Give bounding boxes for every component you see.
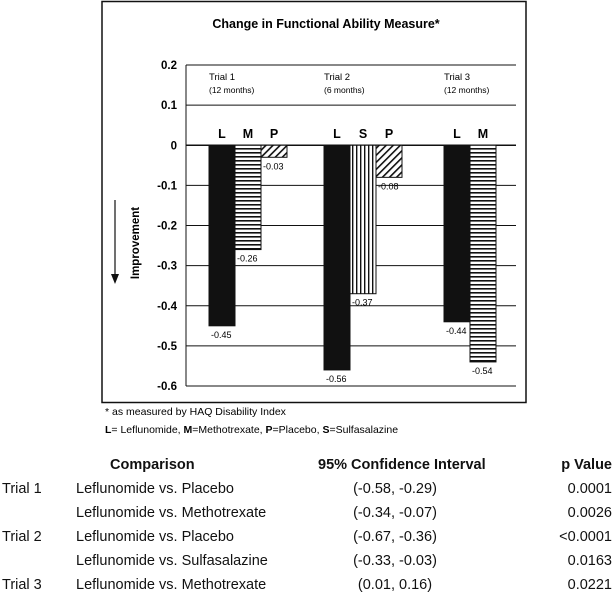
trial-duration: (12 months) bbox=[444, 85, 490, 95]
bar-trial-2-l bbox=[323, 144, 351, 371]
table-cell-ci: (-0.33, -0.03) bbox=[353, 553, 437, 569]
table-cell-p: 0.0001 bbox=[567, 481, 612, 497]
bar-value-label: -0.45 bbox=[211, 330, 232, 340]
bar-groups: Trial 1 (12 months) Trial 2 (6 months) Trial… bbox=[209, 72, 490, 95]
legend-entry: = Leflunomide, bbox=[111, 424, 183, 436]
table-cell-trial: Trial 2 bbox=[2, 529, 42, 545]
y-tick-label: 0.2 bbox=[161, 60, 177, 72]
header-confidence-interval: 95% Confidence Interval bbox=[318, 457, 486, 473]
trial-duration: (12 months) bbox=[209, 85, 255, 95]
bar-trial-2-p bbox=[375, 144, 403, 178]
bar-value-label: -0.54 bbox=[472, 366, 493, 376]
y-tick-label: 0 bbox=[171, 140, 177, 152]
y-axis-ticks: 0.2 0.1 0 -0.1 -0.2 -0.3 -0.4 -0.5 -0.6 bbox=[157, 60, 177, 393]
bar-trial-1-l bbox=[208, 144, 236, 327]
table-cell-comparison: Leflunomide vs. Placebo bbox=[76, 481, 234, 497]
table-cell-p: 0.0163 bbox=[567, 553, 612, 569]
table-cell-comparison: Leflunomide vs. Methotrexate bbox=[76, 505, 267, 521]
improvement-arrow-icon bbox=[111, 200, 119, 284]
bar-key-label: L bbox=[333, 127, 341, 141]
y-tick-label: 0.1 bbox=[161, 100, 178, 112]
bar-trial-3-l bbox=[443, 144, 471, 323]
bar-key-label: M bbox=[243, 127, 253, 141]
header-p-value: p Value bbox=[561, 457, 612, 473]
bar-value-label: -0.56 bbox=[326, 374, 347, 384]
header-comparison: Comparison bbox=[110, 457, 195, 473]
y-tick-label: -0.4 bbox=[157, 301, 177, 313]
legend: L= Leflunomide, M=Methotrexate, P=Placeb… bbox=[105, 424, 398, 436]
trial-duration: (6 months) bbox=[324, 85, 365, 95]
table-cell-p: 0.0221 bbox=[567, 577, 612, 593]
legend-entry: =Methotrexate, bbox=[192, 424, 265, 436]
y-axis-label: Improvement bbox=[130, 207, 142, 279]
chart-title: Change in Functional Ability Measure* bbox=[212, 17, 439, 31]
legend-key: L bbox=[105, 424, 112, 436]
bar-key-label: P bbox=[385, 127, 393, 141]
table-cell-trial: Trial 3 bbox=[2, 577, 42, 593]
bar-trial-1-m bbox=[234, 144, 262, 251]
table-cell-comparison: Leflunomide vs. Placebo bbox=[76, 529, 234, 545]
bar-value-label: -0.03 bbox=[263, 161, 284, 171]
table-cell-p: <0.0001 bbox=[559, 529, 612, 545]
legend-key: M bbox=[184, 424, 193, 436]
bar-key-label: L bbox=[218, 127, 226, 141]
footnote: * as measured by HAQ Disability Index bbox=[105, 406, 287, 418]
y-tick-label: -0.3 bbox=[157, 261, 177, 273]
bar-key-label: P bbox=[270, 127, 278, 141]
table-cell-ci: (-0.34, -0.07) bbox=[353, 505, 437, 521]
comparison-table: Comparison 95% Confidence Interval p Val… bbox=[0, 452, 616, 597]
table-cell-ci: (-0.67, -0.36) bbox=[353, 529, 437, 545]
bar-key-label: S bbox=[359, 127, 367, 141]
bar-trial-3-m bbox=[469, 144, 497, 363]
legend-entry: =Placebo, bbox=[273, 424, 323, 436]
bar-value-label: -0.26 bbox=[237, 254, 258, 264]
table-cell-comparison: Leflunomide vs. Methotrexate bbox=[76, 577, 267, 593]
bar-value-label: -0.44 bbox=[446, 326, 467, 336]
y-tick-label: -0.1 bbox=[157, 180, 177, 192]
y-tick-label: -0.2 bbox=[157, 221, 177, 233]
table-cell-p: 0.0026 bbox=[567, 505, 612, 521]
chart-frame bbox=[101, 0, 527, 404]
y-tick-label: -0.5 bbox=[157, 341, 177, 353]
bar-trial-2-s bbox=[349, 144, 377, 295]
y-tick-label: -0.6 bbox=[157, 381, 177, 393]
bar-key-label: L bbox=[453, 127, 461, 141]
trial-name: Trial 2 bbox=[324, 72, 350, 83]
table-cell-ci: (-0.58, -0.29) bbox=[353, 481, 437, 497]
bar-value-label: -0.37 bbox=[352, 298, 373, 308]
bars: L -0.45 M -0.26 P -0.03 L -0.56 S -0.37 P -0.08 L -0.… bbox=[208, 127, 497, 384]
bar-trial-1-p bbox=[260, 144, 288, 158]
legend-key: S bbox=[322, 424, 329, 436]
legend-entry: =Sulfasalazine bbox=[329, 424, 398, 436]
trial-name: Trial 3 bbox=[444, 72, 470, 83]
bar-value-label: -0.08 bbox=[378, 181, 399, 191]
legend-key: P bbox=[266, 424, 273, 436]
table-cell-ci: (0.01, 0.16) bbox=[357, 577, 433, 593]
trial-name: Trial 1 bbox=[209, 72, 235, 83]
table-cell-comparison: Leflunomide vs. Sulfasalazine bbox=[76, 553, 268, 569]
bar-key-label: M bbox=[478, 127, 488, 141]
table-cell-trial: Trial 1 bbox=[2, 481, 42, 497]
